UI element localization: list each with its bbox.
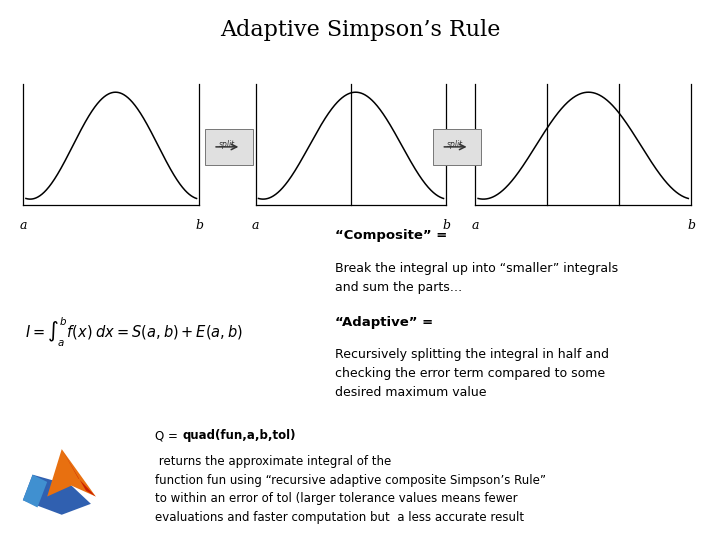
Text: Q =: Q =: [155, 429, 181, 442]
Polygon shape: [23, 475, 48, 508]
Polygon shape: [23, 475, 91, 515]
Text: a: a: [252, 219, 259, 232]
FancyBboxPatch shape: [205, 129, 253, 165]
Text: Break the integral up into “smaller” integrals
and sum the parts…: Break the integral up into “smaller” int…: [335, 262, 618, 294]
Text: “Adaptive” =: “Adaptive” =: [335, 316, 433, 329]
Polygon shape: [48, 449, 96, 497]
Text: $I = \int_a^b f(x)\; dx = S(a,b) + E(a,b)$: $I = \int_a^b f(x)\; dx = S(a,b) + E(a,b…: [25, 316, 243, 349]
Text: b: b: [195, 219, 204, 232]
Text: “Composite” =: “Composite” =: [335, 230, 447, 242]
Text: split: split: [219, 140, 235, 149]
Text: quad(fun,a,b,tol): quad(fun,a,b,tol): [182, 429, 296, 442]
Text: returns the approximate integral of the
function fun using “recursive adaptive c: returns the approximate integral of the …: [155, 455, 546, 524]
Text: a: a: [472, 219, 479, 232]
Text: Adaptive Simpson’s Rule: Adaptive Simpson’s Rule: [220, 19, 500, 41]
Polygon shape: [62, 449, 96, 497]
FancyBboxPatch shape: [433, 129, 481, 165]
Text: b: b: [687, 219, 696, 232]
Text: Recursively splitting the integral in half and
checking the error term compared : Recursively splitting the integral in ha…: [335, 348, 609, 399]
Text: a: a: [19, 219, 27, 232]
Text: split: split: [447, 140, 463, 149]
Text: b: b: [442, 219, 451, 232]
